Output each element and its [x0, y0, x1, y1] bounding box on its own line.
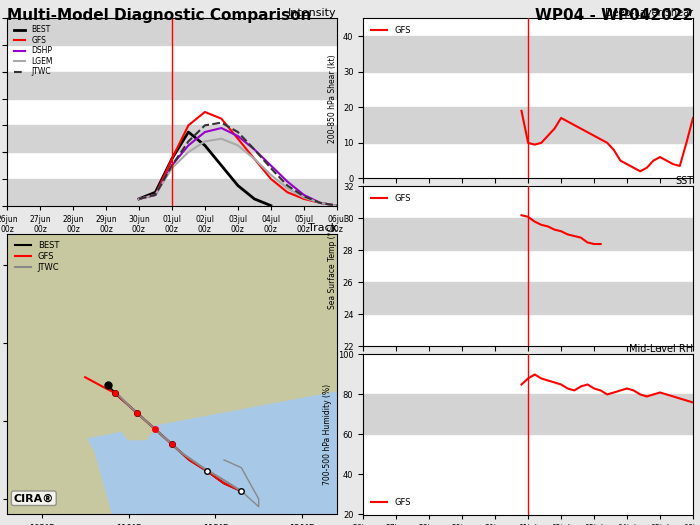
- Y-axis label: Sea Surface Temp (°C): Sea Surface Temp (°C): [328, 224, 337, 309]
- Legend: GFS: GFS: [368, 191, 414, 206]
- Y-axis label: 700-500 hPa Humidity (%): 700-500 hPa Humidity (%): [323, 384, 332, 485]
- Text: SST: SST: [675, 176, 693, 186]
- Legend: GFS: GFS: [368, 23, 414, 38]
- Text: Deep-Layer Shear: Deep-Layer Shear: [605, 7, 693, 18]
- Text: Mid-Level RH: Mid-Level RH: [629, 344, 693, 354]
- Bar: [7, 18, 337, 45]
- Bar: [363, 36, 693, 72]
- Legend: GFS: GFS: [368, 495, 414, 510]
- Bar: [363, 394, 693, 435]
- Bar: [363, 282, 693, 314]
- Bar: [363, 218, 693, 250]
- Bar: [7, 125, 337, 152]
- Text: Track: Track: [307, 223, 337, 233]
- Polygon shape: [7, 374, 111, 525]
- Legend: BEST, GFS, JTWC: BEST, GFS, JTWC: [11, 238, 63, 275]
- Legend: BEST, GFS, DSHP, LGEM, JTWC: BEST, GFS, DSHP, LGEM, JTWC: [10, 22, 56, 79]
- Polygon shape: [120, 418, 155, 439]
- Polygon shape: [7, 234, 337, 452]
- Text: CIRA®: CIRA®: [13, 494, 54, 503]
- Bar: [7, 179, 337, 206]
- Text: Multi-Model Diagnostic Comparison: Multi-Model Diagnostic Comparison: [7, 8, 312, 23]
- Bar: [363, 107, 693, 143]
- Text: Intensity: Intensity: [288, 7, 337, 18]
- Y-axis label: 200-850 hPa Shear (kt): 200-850 hPa Shear (kt): [328, 54, 337, 143]
- Bar: [7, 72, 337, 99]
- Text: WP04 - WP042022: WP04 - WP042022: [535, 8, 693, 23]
